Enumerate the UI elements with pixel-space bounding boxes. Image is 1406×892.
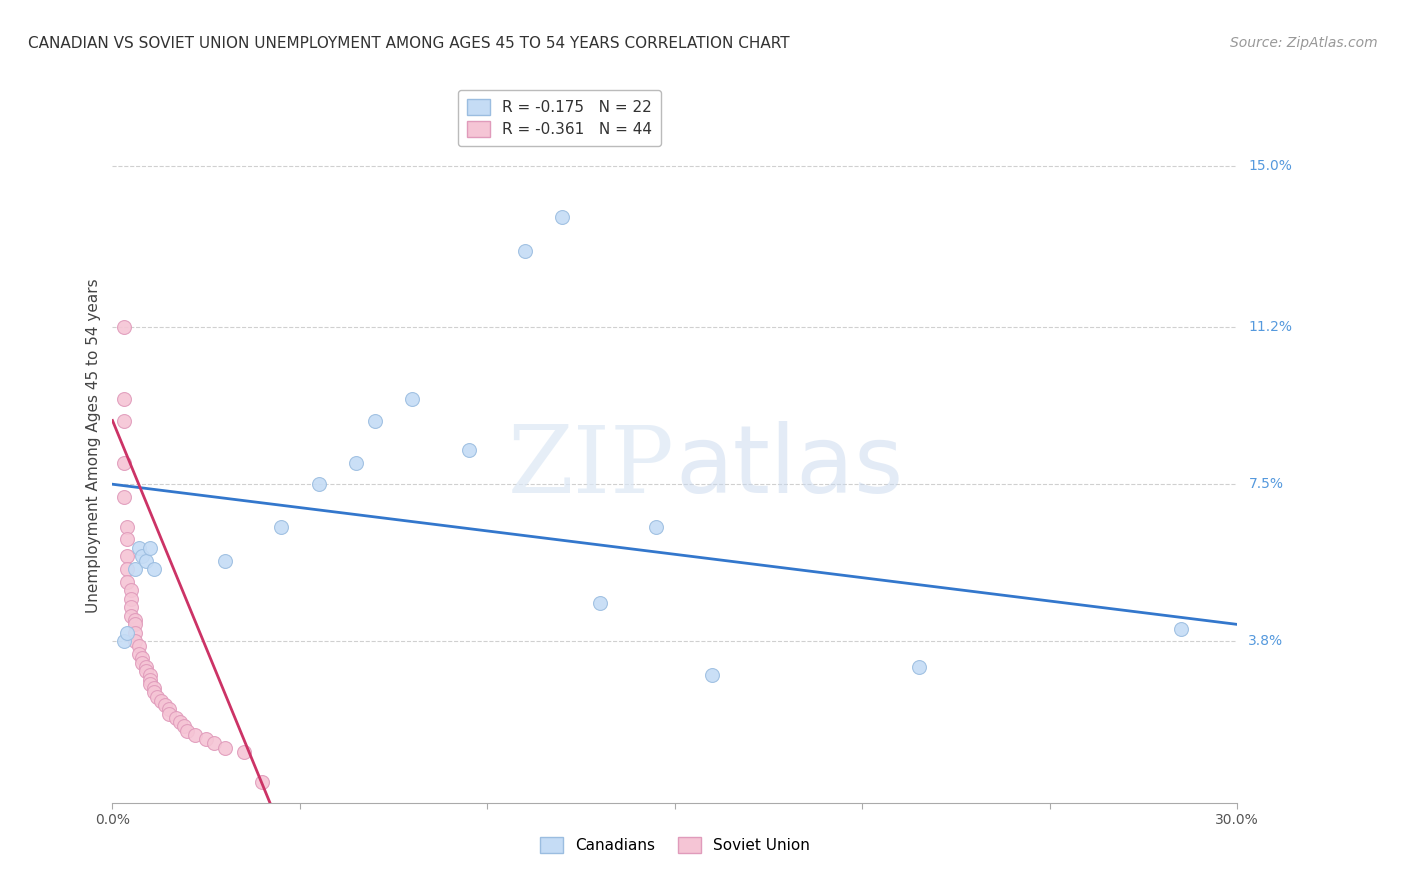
- Point: [252, 774, 274, 789]
- Point: [202, 736, 225, 750]
- Point: [120, 583, 142, 598]
- Point: [120, 600, 142, 615]
- Point: [214, 740, 236, 755]
- Point: [169, 715, 191, 730]
- Point: [214, 554, 236, 568]
- Point: [117, 519, 139, 533]
- Point: [124, 613, 146, 627]
- Point: [184, 728, 207, 742]
- Text: ZIP: ZIP: [508, 423, 675, 512]
- Point: [308, 477, 330, 491]
- Point: [128, 647, 150, 661]
- Text: 7.5%: 7.5%: [1249, 477, 1284, 491]
- Point: [112, 392, 135, 407]
- Point: [195, 732, 218, 747]
- Point: [124, 634, 146, 648]
- Point: [165, 711, 187, 725]
- Point: [117, 626, 139, 640]
- Text: CANADIAN VS SOVIET UNION UNEMPLOYMENT AMONG AGES 45 TO 54 YEARS CORRELATION CHAR: CANADIAN VS SOVIET UNION UNEMPLOYMENT AM…: [28, 36, 790, 51]
- Point: [131, 549, 153, 564]
- Point: [157, 702, 180, 716]
- Point: [344, 456, 367, 470]
- Point: [117, 574, 139, 589]
- Point: [551, 210, 574, 224]
- Point: [124, 562, 146, 576]
- Point: [139, 673, 162, 687]
- Point: [135, 664, 157, 678]
- Text: 11.2%: 11.2%: [1249, 320, 1292, 334]
- Point: [645, 519, 668, 533]
- Point: [124, 617, 146, 632]
- Point: [112, 320, 135, 334]
- Point: [142, 681, 165, 695]
- Point: [112, 490, 135, 504]
- Text: Source: ZipAtlas.com: Source: ZipAtlas.com: [1230, 36, 1378, 50]
- Point: [157, 706, 180, 721]
- Text: 3.8%: 3.8%: [1249, 634, 1284, 648]
- Point: [139, 677, 162, 691]
- Point: [139, 541, 162, 555]
- Point: [112, 634, 135, 648]
- Point: [135, 554, 157, 568]
- Point: [128, 639, 150, 653]
- Point: [153, 698, 176, 712]
- Point: [1170, 622, 1192, 636]
- Point: [120, 608, 142, 623]
- Point: [112, 413, 135, 427]
- Point: [112, 456, 135, 470]
- Point: [139, 668, 162, 682]
- Point: [124, 626, 146, 640]
- Point: [117, 549, 139, 564]
- Y-axis label: Unemployment Among Ages 45 to 54 years: Unemployment Among Ages 45 to 54 years: [86, 278, 101, 614]
- Point: [128, 541, 150, 555]
- Point: [150, 694, 173, 708]
- Point: [176, 723, 198, 738]
- Text: atlas: atlas: [675, 421, 903, 514]
- Point: [702, 668, 724, 682]
- Point: [907, 660, 929, 674]
- Point: [131, 656, 153, 670]
- Point: [117, 562, 139, 576]
- Point: [457, 443, 479, 458]
- Point: [135, 660, 157, 674]
- Point: [146, 690, 169, 704]
- Point: [131, 651, 153, 665]
- Point: [142, 562, 165, 576]
- Point: [142, 685, 165, 699]
- Point: [401, 392, 423, 407]
- Point: [364, 413, 387, 427]
- Point: [270, 519, 292, 533]
- Point: [589, 596, 612, 610]
- Point: [173, 719, 195, 733]
- Point: [513, 244, 536, 258]
- Point: [120, 591, 142, 606]
- Point: [232, 745, 254, 759]
- Point: [117, 533, 139, 547]
- Text: 15.0%: 15.0%: [1249, 159, 1292, 173]
- Legend: Canadians, Soviet Union: Canadians, Soviet Union: [534, 831, 815, 859]
